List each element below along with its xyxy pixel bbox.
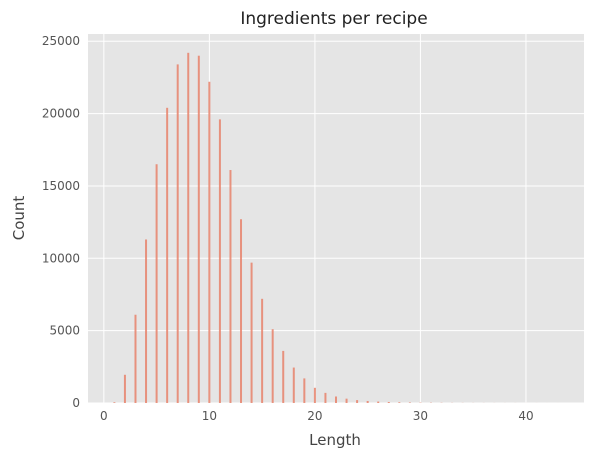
y-tick-label: 20000 bbox=[42, 107, 80, 121]
histogram-bar bbox=[345, 398, 348, 403]
histogram-bar bbox=[134, 314, 137, 403]
histogram-bar bbox=[335, 396, 337, 403]
histogram-bar bbox=[292, 367, 295, 403]
histogram-bar bbox=[398, 402, 401, 403]
histogram-bar bbox=[366, 400, 369, 403]
y-tick-label: 5000 bbox=[49, 324, 80, 338]
y-tick-label: 10000 bbox=[42, 251, 80, 265]
histogram-bar bbox=[208, 81, 211, 404]
histogram-bar bbox=[408, 402, 411, 403]
x-axis-label: Length bbox=[309, 431, 361, 449]
x-tick-label: 0 bbox=[100, 409, 108, 423]
histogram-bar bbox=[377, 401, 380, 403]
x-tick-label: 10 bbox=[202, 409, 217, 423]
y-axis-label: Count bbox=[10, 196, 28, 241]
histogram-bar bbox=[250, 262, 253, 403]
histogram-bar bbox=[303, 378, 306, 403]
histogram-bar bbox=[282, 350, 285, 403]
histogram-bar bbox=[313, 387, 316, 403]
bars bbox=[113, 52, 559, 404]
histogram-bar bbox=[356, 400, 359, 403]
histogram-bar bbox=[387, 401, 390, 403]
chart-title: Ingredients per recipe bbox=[240, 9, 427, 29]
histogram-bar bbox=[187, 52, 190, 403]
x-tick-labels: 0 10 20 30 40 bbox=[100, 409, 534, 423]
histogram-bar bbox=[240, 219, 243, 403]
histogram-bar bbox=[145, 239, 148, 403]
y-tick-label: 15000 bbox=[42, 179, 80, 193]
histogram-bar bbox=[324, 392, 327, 403]
y-tick-labels: 0 5000 10000 15000 20000 25000 bbox=[42, 34, 80, 410]
x-tick-label: 30 bbox=[413, 409, 428, 423]
histogram-bar bbox=[113, 402, 116, 403]
histogram-bar bbox=[155, 164, 158, 403]
x-tick-label: 20 bbox=[307, 409, 322, 423]
y-tick-label: 25000 bbox=[42, 34, 80, 48]
histogram-bar bbox=[218, 119, 221, 404]
histogram-bar bbox=[271, 329, 274, 403]
grid-lines bbox=[88, 34, 584, 404]
histogram-bar bbox=[197, 55, 200, 404]
x-tick-label: 40 bbox=[518, 409, 533, 423]
y-tick-label: 0 bbox=[72, 396, 80, 410]
plot-area bbox=[88, 34, 584, 403]
histogram-bar bbox=[229, 170, 232, 403]
histogram-bar bbox=[176, 64, 179, 403]
histogram-bar bbox=[261, 298, 264, 403]
histogram-bar bbox=[123, 374, 126, 403]
histogram-bar bbox=[166, 107, 169, 404]
